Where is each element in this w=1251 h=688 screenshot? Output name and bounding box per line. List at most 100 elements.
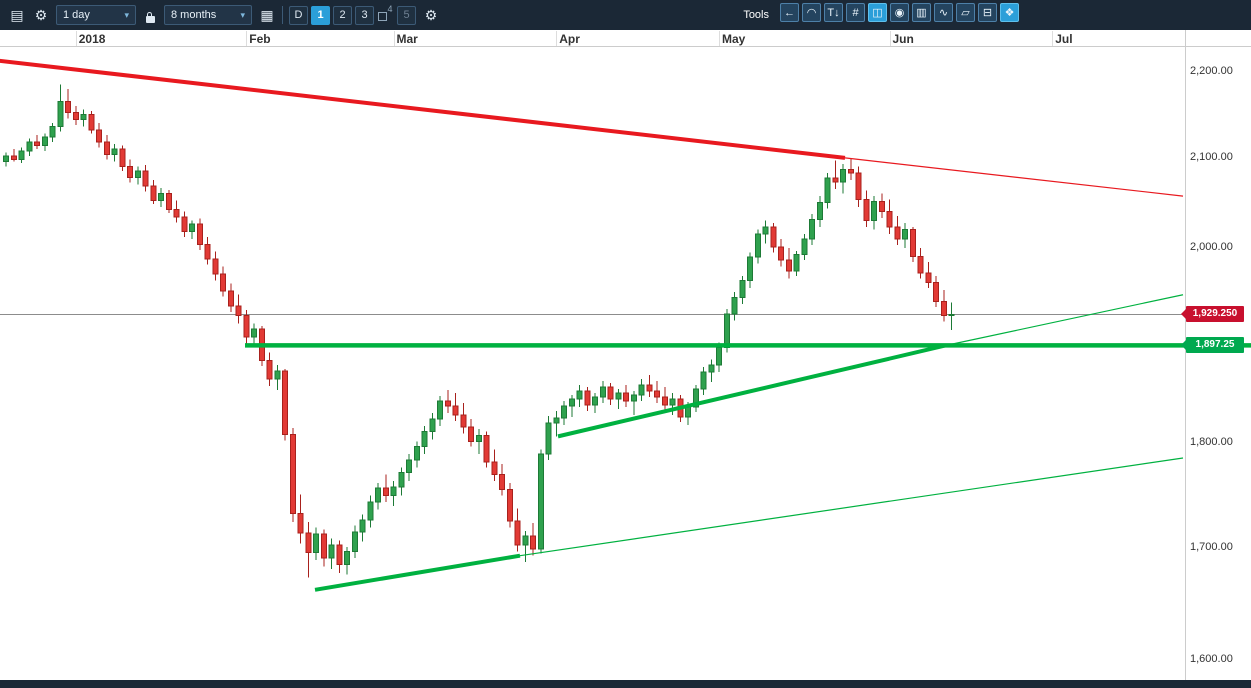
candle-05-11 xyxy=(778,246,784,261)
candle-01-24 xyxy=(196,223,203,245)
text-tool-icon[interactable]: T↓ xyxy=(824,3,843,22)
candle-04-06 xyxy=(584,390,591,406)
candle-05-08 xyxy=(754,233,761,258)
candle-02-26 xyxy=(367,501,374,521)
candle-01-02 xyxy=(72,112,79,121)
descending-resistance-extension[interactable] xyxy=(844,157,1184,197)
candle-02-09 xyxy=(289,433,296,515)
candle-01-19 xyxy=(173,209,180,218)
period-button-3[interactable]: 3 xyxy=(355,5,374,25)
lower-ascending-support-line[interactable] xyxy=(314,553,521,592)
tools-group: Tools ← ◠ T↓ # ◫ ◉ ▥ ∿ ▱ ⊟ ❖ xyxy=(743,3,1243,27)
candle-04-13 xyxy=(623,392,629,402)
ascending-support-line[interactable] xyxy=(557,343,946,439)
candle-05-23 xyxy=(840,168,846,183)
period-button-1[interactable]: 1 xyxy=(311,5,330,25)
current-price-badge: 1,929.250 xyxy=(1181,306,1244,323)
candle-04-26 xyxy=(692,388,699,408)
chart-settings-gear-icon[interactable]: ⚙ xyxy=(424,7,438,23)
candle-03-22 xyxy=(506,488,513,522)
candle-03-12 xyxy=(444,400,451,407)
candle-01-12 xyxy=(134,170,141,178)
lower-ascending-support-extension[interactable] xyxy=(519,457,1184,557)
candle-12-26 xyxy=(41,136,48,147)
candle-02-14 xyxy=(313,533,319,553)
candle-03-02 xyxy=(398,472,405,488)
candle-01-15 xyxy=(142,170,149,187)
candle-04-05 xyxy=(576,390,583,400)
candle-01-05 xyxy=(96,129,102,143)
bar-chart-tool-icon[interactable]: ▥ xyxy=(912,3,931,22)
period-button-4[interactable]: 4 xyxy=(377,4,394,25)
candlestick-series xyxy=(3,84,955,578)
interval-value: 1 day xyxy=(63,9,90,21)
candle-05-07 xyxy=(747,256,753,282)
candle-02-28 xyxy=(382,487,389,497)
candle-01-25 xyxy=(204,243,211,260)
line-tool-icon[interactable]: ◠ xyxy=(802,3,821,22)
candle-01-23 xyxy=(189,223,195,232)
price-axis-label: 2,200.00 xyxy=(1190,65,1233,77)
grid-tool-icon[interactable]: # xyxy=(846,3,865,22)
candle-05-29 xyxy=(863,199,870,221)
chart-canvas[interactable] xyxy=(0,30,1251,680)
candle-03-27 xyxy=(530,535,536,550)
candle-05-18 xyxy=(816,201,823,221)
candle-04-23 xyxy=(669,398,676,406)
period-button-D[interactable]: D xyxy=(289,5,308,25)
candle-12-29 xyxy=(65,101,71,114)
calendar-icon[interactable]: ▦ xyxy=(260,7,274,23)
candle-02-16 xyxy=(328,544,335,559)
candle-04-18 xyxy=(646,384,653,392)
candle-03-01 xyxy=(390,486,397,497)
time-axis-month-label: Jun xyxy=(892,32,914,46)
candle-05-31 xyxy=(878,200,885,212)
tools-label: Tools xyxy=(743,9,769,21)
descending-resistance-line[interactable] xyxy=(0,58,846,160)
ascending-support-extension[interactable] xyxy=(944,294,1184,347)
candle-03-26 xyxy=(522,535,529,546)
candlestick-tool-icon[interactable]: ◫ xyxy=(868,3,887,22)
candle-02-27 xyxy=(375,487,381,503)
time-axis-month-label: Jul xyxy=(1055,32,1073,46)
candle-01-08 xyxy=(103,141,110,155)
indicators-tool-icon[interactable]: ❖ xyxy=(1000,3,1019,22)
shape-tool-icon[interactable]: ▱ xyxy=(956,3,975,22)
settings-gear-icon[interactable]: ⚙ xyxy=(34,7,48,23)
time-axis-month-label: Apr xyxy=(559,32,580,46)
candle-03-23 xyxy=(514,520,521,546)
candle-05-21 xyxy=(824,177,831,203)
marker-tool-icon[interactable]: ◉ xyxy=(890,3,909,22)
candle-04-12 xyxy=(615,392,622,400)
candle-12-20 xyxy=(18,150,25,161)
support-level-badge: 1,897.25 xyxy=(1181,337,1244,354)
candle-05-15 xyxy=(793,253,800,272)
candle-04-09 xyxy=(592,396,598,406)
candle-06-11 xyxy=(933,281,939,302)
candle-02-01 xyxy=(243,315,250,338)
candle-03-28 xyxy=(537,453,544,550)
cursor-tool-icon[interactable]: ← xyxy=(780,3,799,22)
candle-01-29 xyxy=(220,273,226,292)
candle-01-04 xyxy=(88,113,95,131)
menu-icon[interactable]: ▤ xyxy=(10,7,24,23)
candle-02-15 xyxy=(320,533,327,559)
interval-dropdown[interactable]: 1 day ▾ xyxy=(56,5,136,25)
price-axis-label: 1,800.00 xyxy=(1190,435,1233,448)
candle-05-02 xyxy=(723,313,730,349)
candle-12-22 xyxy=(34,141,40,147)
candle-04-19 xyxy=(654,390,660,398)
toolbar-separator xyxy=(282,6,283,24)
candle-03-08 xyxy=(429,418,436,432)
range-dropdown[interactable]: 8 months ▾ xyxy=(164,5,252,25)
print-tool-icon[interactable]: ⊟ xyxy=(978,3,997,22)
period-button-5[interactable]: 5 xyxy=(397,5,416,25)
wave-tool-icon[interactable]: ∿ xyxy=(934,3,953,22)
period-button-2[interactable]: 2 xyxy=(333,5,352,25)
candle-02-12 xyxy=(297,513,304,534)
candle-06-12 xyxy=(940,300,947,317)
candle-04-27 xyxy=(700,371,707,390)
lock-icon[interactable] xyxy=(142,5,158,26)
